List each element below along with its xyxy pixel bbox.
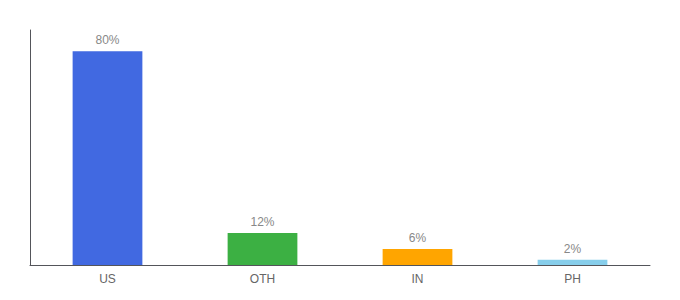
svg-text:IN: IN: [412, 272, 424, 286]
svg-text:12%: 12%: [250, 215, 274, 229]
svg-text:6%: 6%: [409, 231, 427, 245]
svg-text:2%: 2%: [564, 242, 582, 256]
svg-text:OTH: OTH: [250, 272, 275, 286]
svg-text:80%: 80%: [95, 33, 119, 47]
svg-text:PH: PH: [564, 272, 581, 286]
svg-text:US: US: [99, 272, 116, 286]
